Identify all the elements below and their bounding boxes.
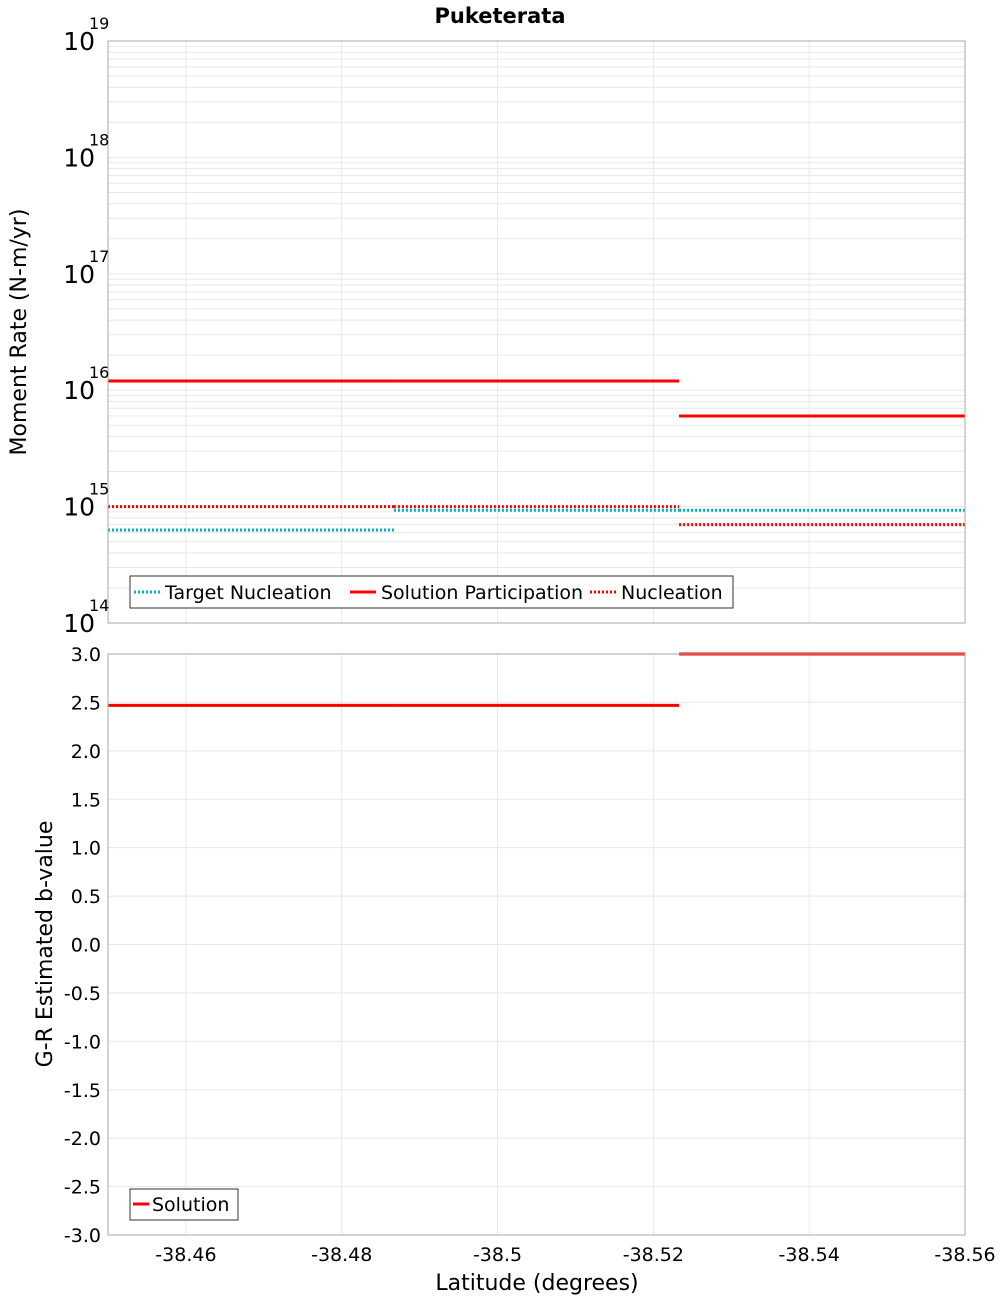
x-tick-label: -38.54: [779, 1244, 840, 1266]
bottom-y-tick-label: -3.0: [64, 1225, 101, 1247]
top-series-lines: [108, 379, 965, 532]
top-y-tick-label: 10: [63, 376, 95, 405]
top-legend: Target Nucleation Solution Participation N…: [129, 575, 734, 609]
bottom-y-axis-label: G-R Estimated b-value: [33, 821, 58, 1068]
top-plot-background: [108, 41, 965, 623]
bottom-plot-frame: [107, 653, 966, 1236]
x-tick-label: -38.48: [311, 1244, 372, 1266]
bottom-legend: Solution: [129, 1188, 239, 1221]
bottom-y-tick-label: -2.0: [64, 1128, 101, 1150]
chart-title: Puketerata: [434, 4, 565, 28]
bottom-y-tick-label: 3.0: [71, 644, 101, 666]
top-y-tick-label: 10: [63, 609, 95, 638]
bottom-y-tick-label: 1.5: [71, 789, 101, 811]
top-y-tick-exponent: 15: [89, 480, 109, 499]
legend-label-nucleation: Nucleation: [621, 582, 723, 604]
bottom-y-tick-labels: 3.0 2.5 2.0 1.5 1.0 0.5 0.0 -0.5 -1.0 -1.5 -2.0 -2.…: [64, 644, 101, 1247]
legend-label-target-nucleation: Target Nucleation: [164, 582, 332, 604]
b-value-panel: 3.0 2.5 2.0 1.5 1.0 0.5 0.0 -0.5 -1.0 -1.5 -2.0 -2.…: [64, 644, 996, 1266]
top-y-tick-exponent: 19: [89, 14, 109, 33]
top-y-tick-exponent: 16: [89, 363, 109, 382]
bottom-y-tick-label: -2.5: [64, 1177, 101, 1199]
bottom-y-tick-label: 0.5: [71, 886, 101, 908]
top-y-tick-label: 10: [63, 260, 95, 289]
top-y-tick-exponent: 14: [89, 596, 109, 615]
legend-label-solution: Solution: [152, 1194, 229, 1216]
top-y-tick-label: 10: [63, 143, 95, 172]
top-y-tick-exponent: 18: [89, 130, 109, 149]
x-tick-label: -38.5: [473, 1244, 522, 1266]
bottom-y-tick-label: -1.5: [64, 1080, 101, 1102]
x-tick-label: -38.56: [934, 1244, 995, 1266]
top-plot-frame: [107, 40, 966, 624]
bottom-y-tick-label: 1.0: [71, 838, 101, 860]
x-tick-labels: -38.46 -38.48 -38.5 -38.52 -38.54 -38.56: [155, 1244, 995, 1266]
top-y-tick-label: 10: [63, 27, 95, 56]
x-axis-label: Latitude (degrees): [435, 1271, 638, 1296]
x-tick-label: -38.52: [623, 1244, 684, 1266]
top-y-tick-exponent: 17: [89, 247, 109, 266]
bottom-y-tick-label: 0.0: [71, 935, 101, 957]
legend-label-solution-participation: Solution Participation: [381, 582, 583, 604]
bottom-y-tick-label: -1.0: [64, 1031, 101, 1053]
top-legend-box: [129, 575, 734, 609]
top-y-tick-label: 10: [63, 493, 95, 522]
x-tick-label: -38.46: [155, 1244, 216, 1266]
top-grid: [108, 41, 966, 624]
bottom-y-tick-label: 2.0: [71, 741, 101, 763]
bottom-y-tick-label: 2.5: [71, 692, 101, 714]
top-y-axis-label: Moment Rate (N-m/yr): [7, 209, 32, 456]
bottom-y-tick-label: -0.5: [64, 983, 101, 1005]
